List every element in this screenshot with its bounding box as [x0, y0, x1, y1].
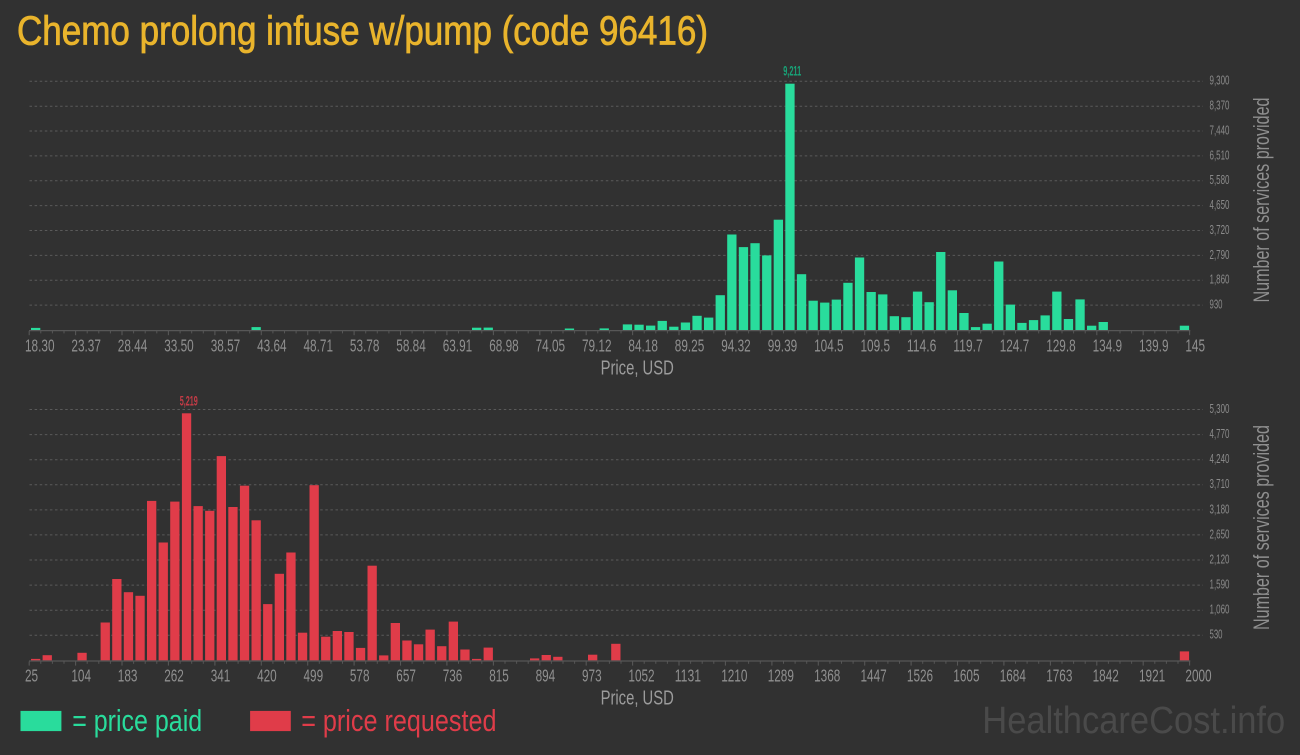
svg-text:7,440: 7,440 [1210, 122, 1230, 137]
svg-text:815: 815 [489, 666, 509, 686]
svg-text:578: 578 [350, 666, 370, 686]
svg-text:84.18: 84.18 [628, 336, 658, 356]
svg-text:74.05: 74.05 [536, 336, 566, 356]
svg-text:1,060: 1,060 [1210, 602, 1230, 617]
svg-text:894: 894 [536, 666, 556, 686]
svg-text:973: 973 [582, 666, 602, 686]
svg-text:Number of services provided: Number of services provided [1249, 98, 1274, 303]
svg-text:129.8: 129.8 [1046, 336, 1076, 356]
svg-text:43.64: 43.64 [257, 336, 287, 356]
svg-text:104: 104 [71, 666, 91, 686]
svg-text:48.71: 48.71 [304, 336, 334, 356]
svg-text:1131: 1131 [675, 666, 701, 686]
svg-text:94.32: 94.32 [721, 336, 751, 356]
svg-text:Price, USD: Price, USD [601, 358, 674, 380]
svg-text:420: 420 [257, 666, 277, 686]
svg-text:Price, USD: Price, USD [601, 688, 674, 710]
svg-text:5,580: 5,580 [1210, 172, 1230, 187]
svg-text:33.50: 33.50 [164, 336, 194, 356]
svg-text:79.12: 79.12 [582, 336, 612, 356]
svg-text:124.7: 124.7 [1000, 336, 1029, 356]
svg-text:1605: 1605 [953, 666, 979, 686]
svg-text:1289: 1289 [768, 666, 794, 686]
svg-text:18.30: 18.30 [25, 336, 55, 356]
svg-text:68.98: 68.98 [489, 336, 519, 356]
svg-text:736: 736 [443, 666, 463, 686]
svg-text:5,219: 5,219 [180, 393, 198, 408]
svg-text:183: 183 [118, 666, 138, 686]
svg-text:145: 145 [1185, 336, 1205, 356]
svg-text:23.37: 23.37 [71, 336, 101, 356]
svg-text:Chemo prolong infuse w/pump (c: Chemo prolong infuse w/pump (code 96416) [17, 8, 708, 54]
svg-text:1,860: 1,860 [1210, 272, 1230, 287]
svg-text:9,300: 9,300 [1210, 73, 1230, 88]
svg-text:53.78: 53.78 [350, 336, 380, 356]
svg-text:1447: 1447 [861, 666, 887, 686]
svg-text:9,211: 9,211 [783, 64, 801, 79]
svg-text:530: 530 [1210, 627, 1223, 642]
svg-text:2,120: 2,120 [1210, 551, 1230, 566]
svg-text:499: 499 [304, 666, 324, 686]
svg-text:341: 341 [211, 666, 231, 686]
svg-text:8,370: 8,370 [1210, 98, 1230, 113]
svg-text:1,590: 1,590 [1210, 577, 1230, 592]
svg-text:2,650: 2,650 [1210, 526, 1230, 541]
svg-text:4,770: 4,770 [1210, 426, 1230, 441]
svg-text:930: 930 [1210, 297, 1223, 312]
svg-text:5,300: 5,300 [1210, 401, 1230, 416]
svg-text:HealthcareCost.info: HealthcareCost.info [982, 700, 1285, 742]
svg-text:89.25: 89.25 [675, 336, 705, 356]
svg-text:4,240: 4,240 [1210, 451, 1230, 466]
svg-text:Number of services provided: Number of services provided [1249, 425, 1274, 630]
svg-text:109.5: 109.5 [861, 336, 891, 356]
svg-text:1210: 1210 [721, 666, 747, 686]
svg-text:3,180: 3,180 [1210, 501, 1230, 516]
svg-text:28.44: 28.44 [118, 336, 148, 356]
svg-text:119.7: 119.7 [953, 336, 983, 356]
svg-text:114.6: 114.6 [907, 336, 937, 356]
svg-text:104.5: 104.5 [814, 336, 844, 356]
svg-text:99.39: 99.39 [768, 336, 798, 356]
svg-text:63.91: 63.91 [443, 336, 473, 356]
svg-text:1526: 1526 [907, 666, 933, 686]
svg-text:6,510: 6,510 [1210, 147, 1230, 162]
svg-text:3,710: 3,710 [1210, 476, 1230, 491]
svg-text:657: 657 [396, 666, 416, 686]
svg-text:1368: 1368 [814, 666, 840, 686]
svg-text:2000: 2000 [1185, 666, 1211, 686]
svg-text:2,790: 2,790 [1210, 247, 1230, 262]
svg-text:25: 25 [25, 666, 38, 686]
svg-text:134.9: 134.9 [1093, 336, 1123, 356]
svg-text:= price requested: = price requested [301, 703, 496, 738]
svg-text:1052: 1052 [628, 666, 654, 686]
svg-text:139.9: 139.9 [1139, 336, 1169, 356]
svg-text:1921: 1921 [1139, 666, 1165, 686]
svg-text:4,650: 4,650 [1210, 197, 1230, 212]
svg-text:3,720: 3,720 [1210, 222, 1230, 237]
svg-text:1684: 1684 [1000, 666, 1026, 686]
svg-text:1763: 1763 [1046, 666, 1072, 686]
svg-text:= price paid: = price paid [72, 703, 202, 738]
svg-text:38.57: 38.57 [211, 336, 241, 356]
svg-text:58.84: 58.84 [396, 336, 426, 356]
svg-text:1842: 1842 [1093, 666, 1119, 686]
svg-text:262: 262 [164, 666, 184, 686]
